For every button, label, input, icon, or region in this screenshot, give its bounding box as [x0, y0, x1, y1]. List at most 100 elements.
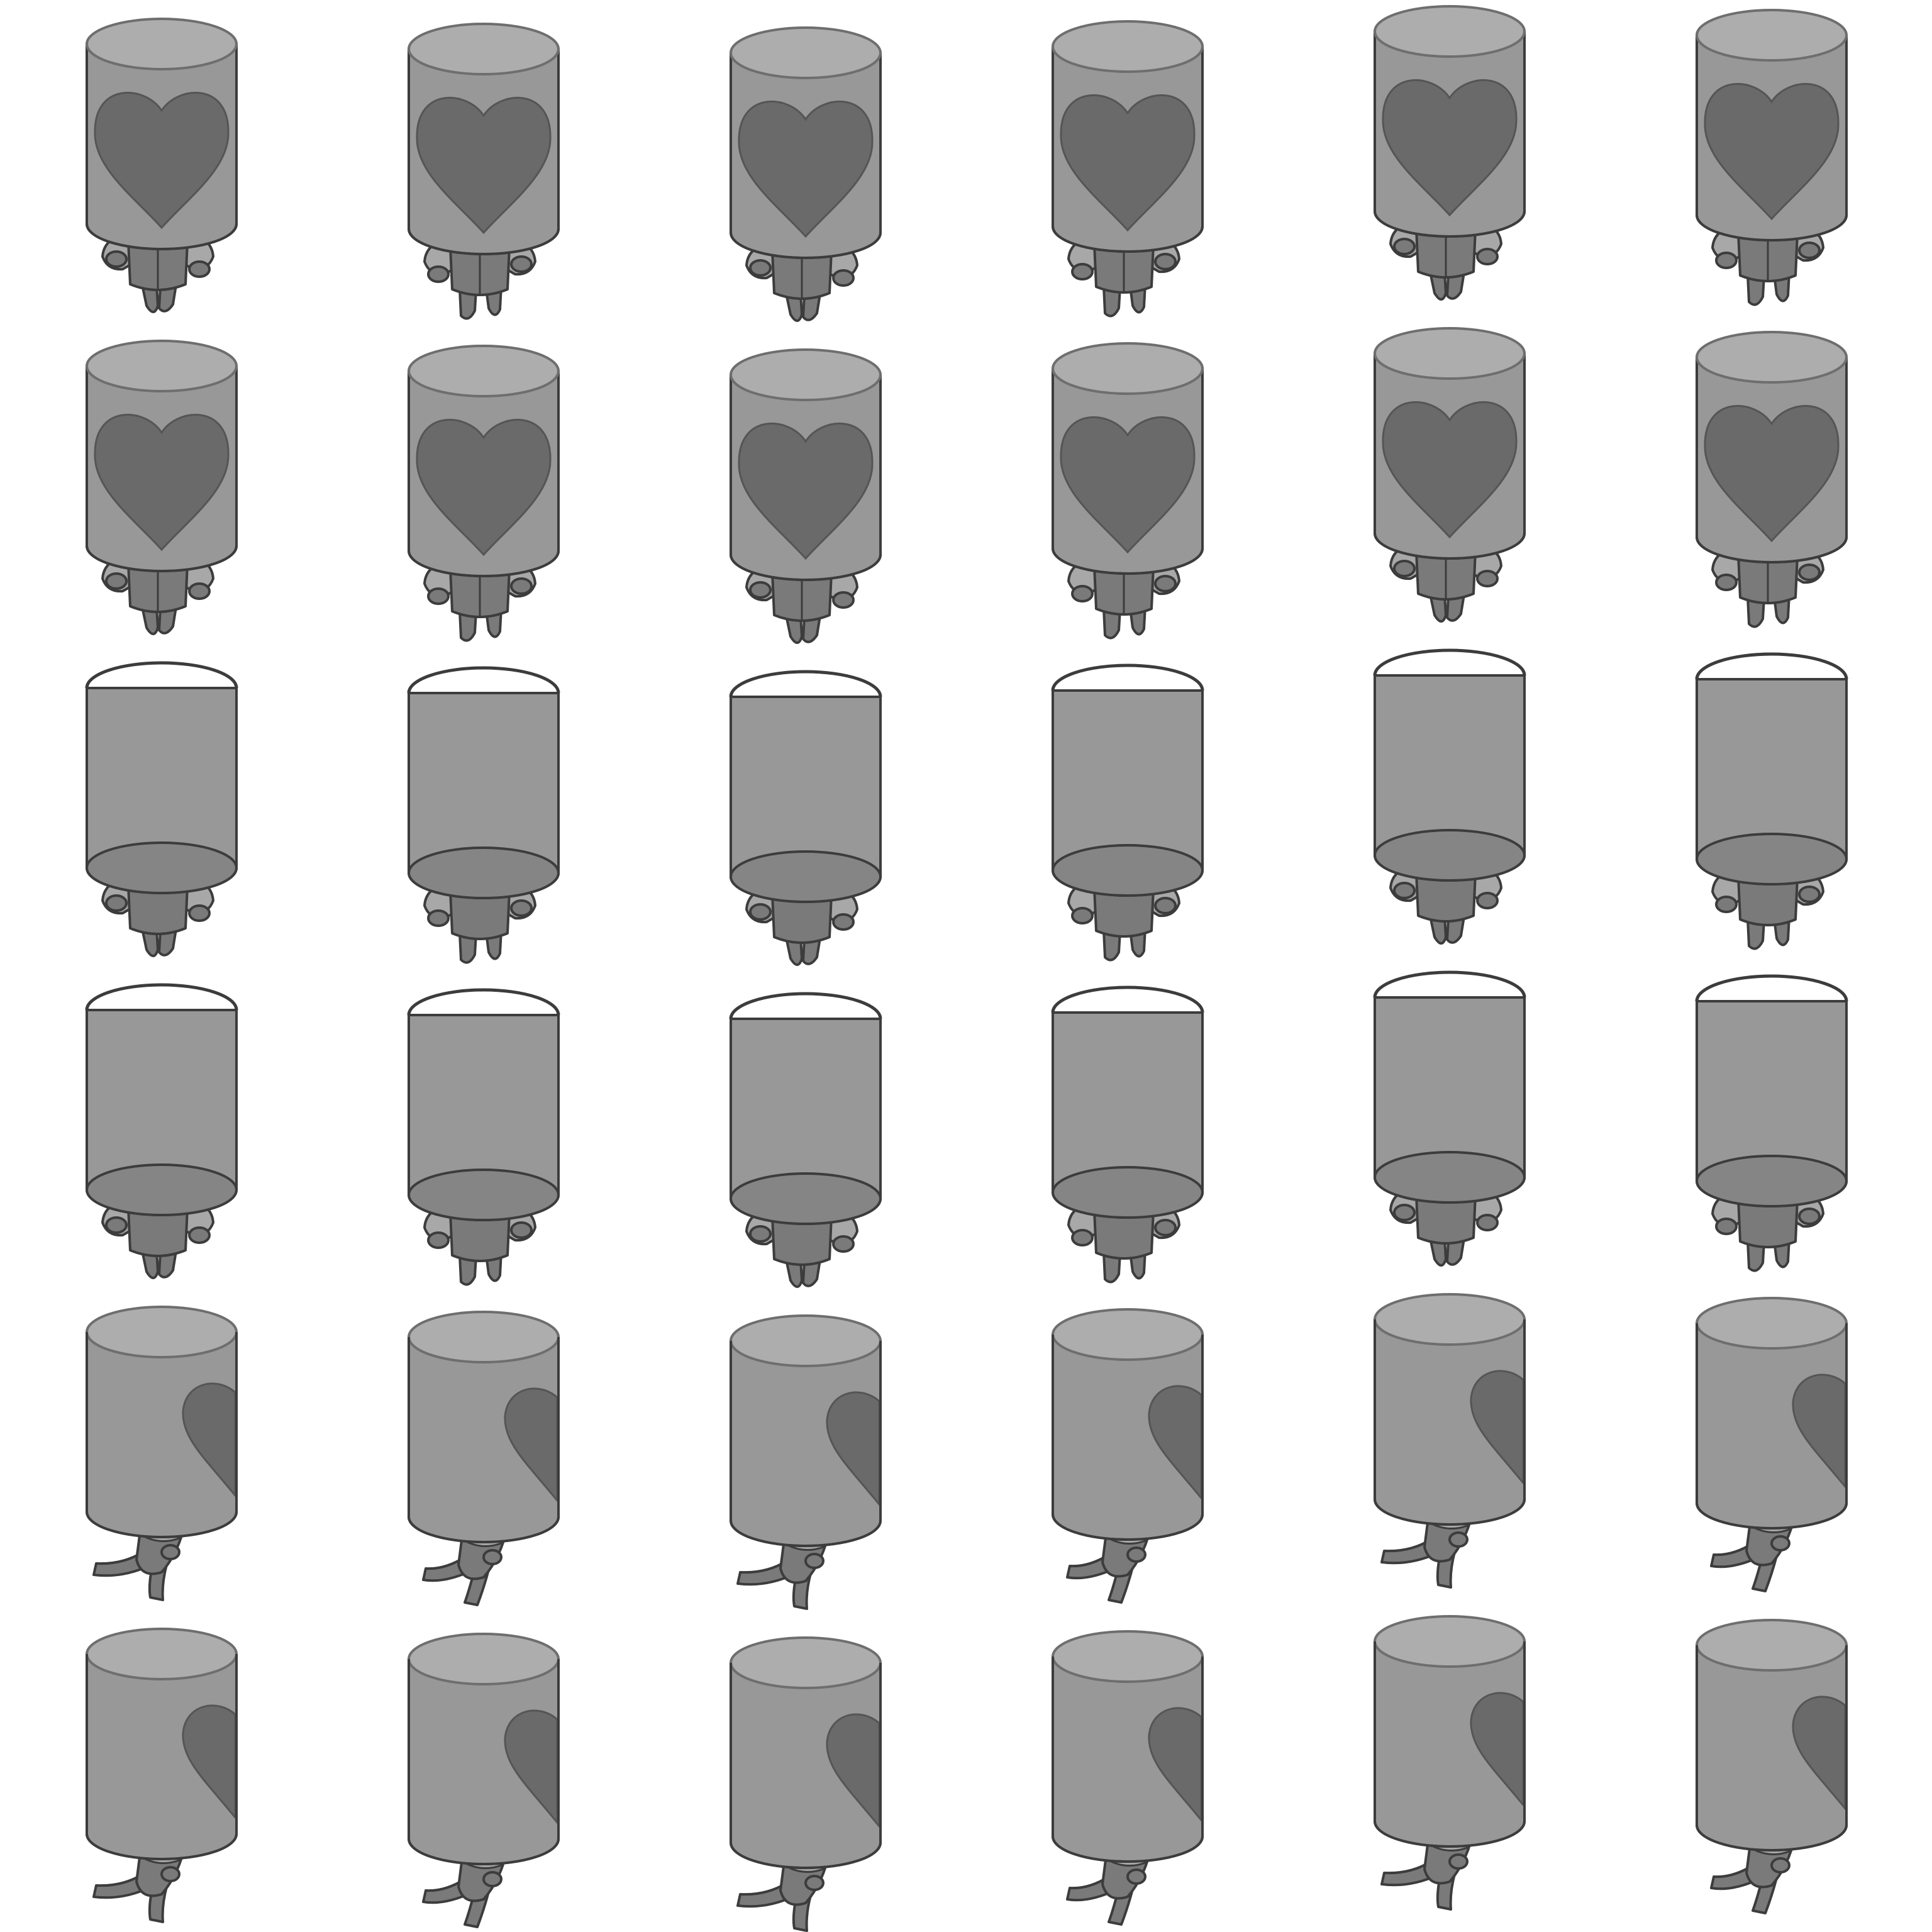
cylinder-outline [1374, 1319, 1526, 1526]
half-heart-icon [1148, 1707, 1202, 1821]
character [1051, 985, 1204, 1284]
right-hand [1154, 575, 1177, 592]
cylinder-head [1052, 1630, 1204, 1863]
left-hand [105, 894, 128, 912]
heart-icon [416, 97, 552, 235]
character [408, 1633, 560, 1928]
sprite-frame-side-walk-a-5 [1288, 1288, 1610, 1610]
left-hand [749, 903, 772, 921]
sprite-frame-back-walk-a-5 [1288, 644, 1610, 966]
cylinder-top-rim [1373, 970, 1526, 998]
sprite-side-view [730, 1636, 882, 1932]
cylinder-underside [86, 1163, 238, 1216]
cylinder-head [730, 1314, 882, 1547]
cylinder-underside [1374, 1151, 1526, 1204]
cylinder-head [1696, 9, 1848, 242]
sprite-frame-back-walk-b-2 [322, 966, 644, 1288]
cylinder-underside [86, 841, 238, 894]
character [1374, 5, 1526, 301]
cylinder-outline [1696, 1645, 1848, 1852]
character [1374, 327, 1526, 623]
character [1695, 974, 1848, 1272]
left-hand [1071, 585, 1094, 602]
sprite-side-view [1052, 1630, 1204, 1926]
cylinder-lid [730, 1636, 882, 1689]
cylinder-bottom-rim [1052, 226, 1204, 253]
sprite-frame-front-walk-a-1 [0, 0, 322, 322]
character [1373, 970, 1526, 1267]
cylinder-head [1374, 5, 1526, 238]
left-hand [105, 572, 128, 590]
cylinder-underside [730, 850, 882, 903]
right-hand [510, 1221, 533, 1239]
left-hand [749, 1225, 772, 1243]
cylinder-outline [86, 1654, 238, 1860]
cylinder-lid [1696, 1297, 1848, 1350]
half-heart-icon [1470, 1692, 1524, 1806]
cylinder-bottom-rim [730, 554, 882, 581]
cylinder-head [85, 661, 238, 894]
left-hand [1393, 560, 1416, 577]
sprite-back-view [85, 983, 238, 1279]
cylinder-outline [408, 1659, 560, 1865]
cylinder-bottom-rim [730, 232, 882, 259]
cylinder-lid [86, 1628, 238, 1680]
cylinder-head [730, 348, 882, 581]
sprite-front-view [730, 26, 882, 322]
sprite-frame-back-walk-b-1 [0, 966, 322, 1288]
sprite-frame-front-walk-b-4 [966, 322, 1288, 644]
cylinder-bottom-rim [1374, 533, 1526, 560]
right-hand [1476, 892, 1499, 909]
sprite-side-view [86, 1306, 238, 1601]
heart-icon [738, 101, 874, 238]
character [1374, 1293, 1526, 1589]
left-hand [1071, 1229, 1094, 1246]
half-heart-icon [504, 1387, 558, 1502]
half-heart-icon [1792, 1374, 1846, 1488]
hand [1448, 1531, 1468, 1548]
sprite-back-view [1051, 663, 1204, 962]
cylinder-head [1052, 20, 1204, 253]
right-hand [1476, 1214, 1499, 1231]
left-hand [749, 581, 772, 599]
sprite-frame-side-walk-a-3 [644, 1288, 966, 1610]
character [1696, 9, 1848, 306]
cylinder-lid [730, 1314, 882, 1367]
hand [160, 1544, 180, 1560]
cylinder-head [86, 18, 238, 250]
cylinder-outline [1052, 1335, 1204, 1541]
heart-icon [738, 423, 874, 560]
hand [804, 1553, 824, 1569]
cylinder-lid [1052, 342, 1204, 395]
cylinder-underside [408, 847, 560, 899]
hand [1770, 1857, 1790, 1874]
cylinder-top-rim [1695, 974, 1848, 1002]
character [729, 670, 882, 966]
left-hand [1393, 882, 1416, 899]
sprite-front-view [730, 348, 882, 644]
sprite-back-view [1695, 974, 1848, 1272]
sprite-frame-back-walk-a-2 [322, 644, 644, 966]
character [1052, 1308, 1204, 1604]
sprite-side-view [408, 1311, 560, 1606]
right-hand [188, 582, 211, 600]
right-hand [1154, 253, 1177, 270]
sprite-side-view [86, 1628, 238, 1923]
heart-icon [416, 419, 552, 557]
cylinder-head [86, 1628, 238, 1860]
cylinder-lid [730, 26, 882, 79]
character [86, 1306, 238, 1601]
half-heart-icon [1470, 1370, 1524, 1484]
sprite-front-view [408, 345, 560, 642]
cylinder-bottom-rim [408, 550, 560, 577]
cylinder-top-rim [729, 670, 882, 697]
sprite-frame-side-walk-b-5 [1288, 1610, 1610, 1932]
sprite-frame-back-walk-a-4 [966, 644, 1288, 966]
sprite-back-view [1373, 970, 1526, 1267]
sprite-back-view [1373, 648, 1526, 945]
right-hand [1154, 1219, 1177, 1236]
sprite-side-view [1052, 1308, 1204, 1604]
cylinder-head [1051, 985, 1204, 1219]
cylinder-lid [408, 23, 560, 75]
cylinder-head [408, 345, 560, 577]
